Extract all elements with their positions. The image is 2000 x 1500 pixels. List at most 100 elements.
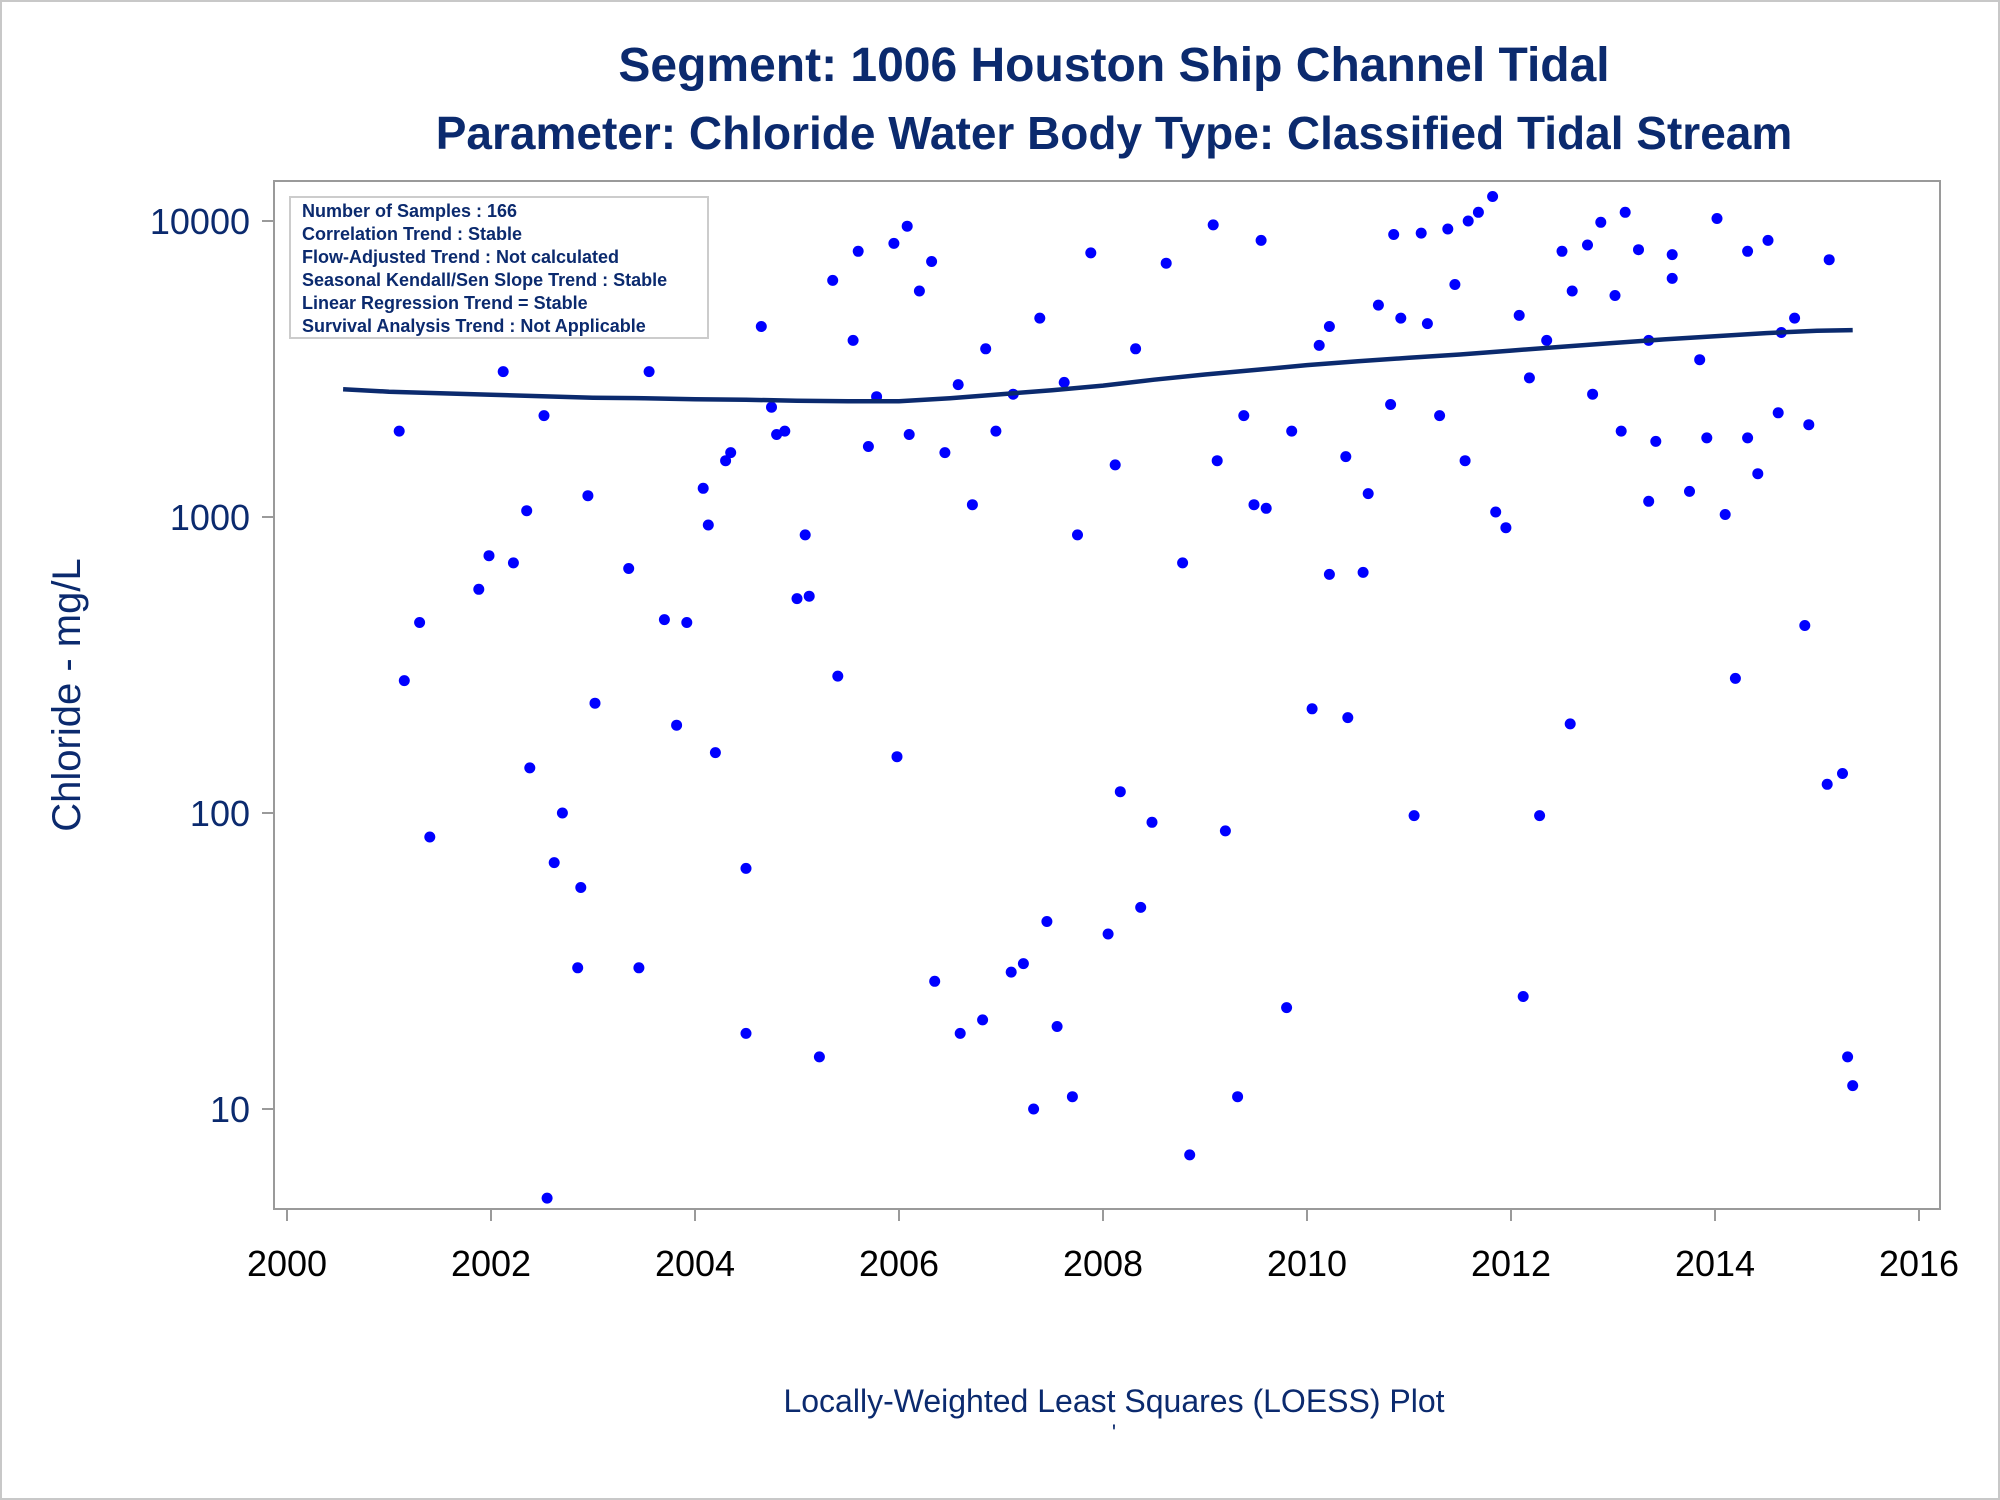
footnote-mark: ' [1111,1420,1117,1445]
data-point [1313,339,1325,351]
data-point [398,675,410,687]
data-point [755,321,767,332]
data-point [813,1051,825,1063]
data-point [926,256,938,267]
data-point [1109,459,1121,471]
chart-title: Segment: 1006 Houston Ship Channel Tidal [618,39,1610,92]
data-point [1684,485,1695,497]
data-point [1462,215,1474,227]
data-point [1803,419,1815,431]
y-tick-label: 1000 [170,497,250,538]
data-point [791,593,803,605]
data-point [954,1027,966,1039]
data-point [901,220,913,232]
data-point [1643,495,1655,507]
data-point [1219,825,1231,837]
data-point [1421,318,1433,330]
data-point [1615,425,1627,437]
x-tick-label: 2014 [1675,1243,1755,1284]
data-point [1323,568,1335,580]
data-point [1719,509,1731,520]
data-point [1487,191,1499,202]
data-point [1135,901,1147,913]
data-point [888,237,900,249]
data-point [1490,506,1502,518]
data-point [697,482,709,494]
data-point [1085,247,1097,259]
y-axis-label: Chloride - mg/L [45,558,89,831]
data-point [720,455,732,467]
x-tick-label: 2016 [1879,1243,1959,1284]
y-tick-label: 10000 [150,201,250,242]
inset-line-flow-adjusted: Flow-Adjusted Trend : Not calculated [302,247,619,267]
data-point [524,762,536,774]
data-point [1323,321,1335,332]
x-tick-label: 2006 [859,1243,939,1284]
x-tick-label: 2002 [451,1243,531,1284]
data-point [1772,407,1784,419]
data-point [1517,991,1529,1002]
data-point [1595,216,1607,228]
data-point [1459,455,1471,467]
data-point [852,245,864,257]
data-point [1666,272,1678,284]
data-point [633,962,645,974]
data-point [977,1014,989,1026]
data-point [1789,312,1801,324]
data-point [1005,966,1017,978]
data-point [548,857,560,869]
data-point [966,499,978,511]
inset-line-linear-regression: Linear Regression Trend = Stable [302,293,588,313]
data-point [1587,388,1599,400]
data-point [1666,249,1678,261]
data-point [1566,285,1578,297]
data-point [671,719,683,731]
data-point [1500,522,1512,534]
loess-line [342,327,1853,404]
data-point [483,550,495,562]
data-point [681,617,693,628]
data-point [702,519,714,531]
data-point [1385,399,1397,410]
footnote: Locally-Weighted Least Squares (LOESS) P… [783,1383,1445,1419]
data-point [538,410,550,422]
data-point [952,379,964,391]
data-point [1362,488,1374,500]
inset-line-samples: Number of Samples : 166 [302,201,517,221]
data-point [1842,1051,1854,1063]
data-point [1472,206,1484,218]
data-point [1408,810,1420,822]
data-point [1372,299,1384,311]
data-point [572,962,584,974]
data-point [521,505,533,517]
data-point [556,807,568,819]
data-point [643,366,655,378]
data-point [1619,206,1631,218]
y-tick-label: 10 [210,1089,250,1130]
data-point [1102,928,1114,940]
data-point [1248,499,1260,511]
data-point [1281,1002,1293,1014]
data-point [1762,234,1774,246]
x-tick-label: 2000 [247,1243,327,1284]
data-point [582,490,594,502]
data-point [623,563,635,574]
data-point [1633,244,1644,256]
data-point [1232,1091,1244,1103]
data-point [929,975,941,987]
data-point [473,583,485,595]
data-point [1701,432,1713,444]
data-point [1847,1080,1859,1092]
data-point [658,614,670,626]
data-point [1752,468,1764,480]
stats-inset-box [289,196,709,339]
y-axis: 10 100 1000 10000 [150,201,274,1130]
data-point [1017,958,1029,970]
data-point [1823,254,1835,266]
data-point [779,425,791,437]
data-point [725,447,737,459]
x-tick-label: 2010 [1267,1243,1347,1284]
data-point [589,697,601,709]
data-point [1160,257,1172,269]
